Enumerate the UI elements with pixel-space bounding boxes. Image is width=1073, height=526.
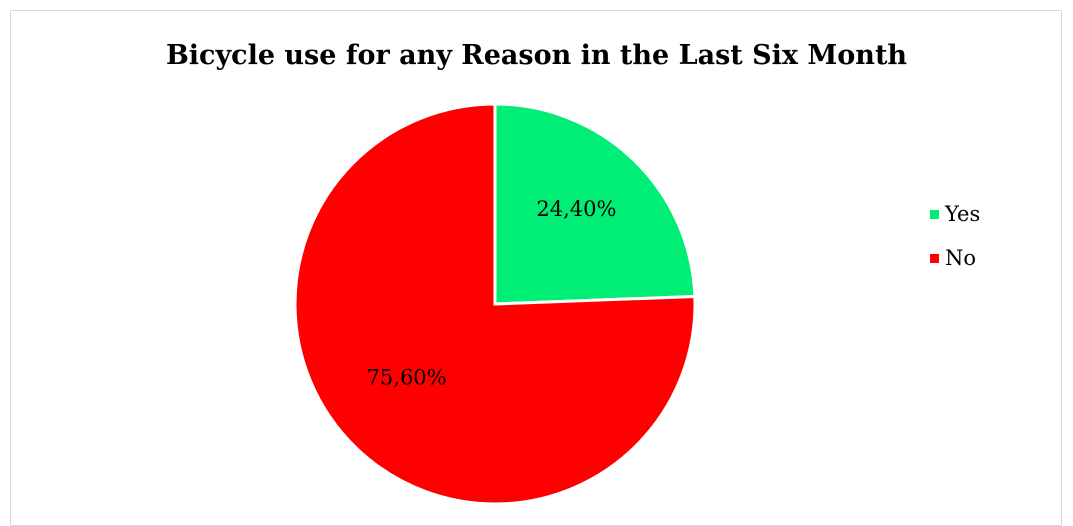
data-label-no: 75,60% <box>367 366 447 390</box>
legend: Yes No <box>930 198 980 286</box>
legend-label-no: No <box>945 246 977 270</box>
legend-swatch-no <box>930 253 939 263</box>
legend-swatch-yes <box>930 209 939 219</box>
pie-slice-no <box>293 102 697 506</box>
data-label-yes: 24,40% <box>536 197 616 221</box>
legend-label-yes: Yes <box>945 202 981 226</box>
legend-item-yes: Yes <box>930 198 980 230</box>
legend-item-no: No <box>930 242 980 274</box>
pie-slice-yes <box>493 102 697 306</box>
pie-labels: 24,40% 75,60% <box>367 197 617 390</box>
pie-slices <box>293 102 697 506</box>
chart-title: Bicycle use for any Reason in the Last S… <box>165 40 908 71</box>
